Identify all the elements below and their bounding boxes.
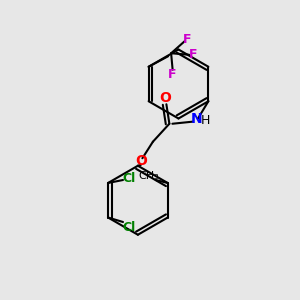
Text: H: H: [201, 114, 210, 127]
Text: O: O: [135, 154, 147, 168]
Text: F: F: [168, 68, 177, 81]
Text: N: N: [190, 112, 202, 126]
Text: CH₃: CH₃: [138, 170, 159, 181]
Text: Cl: Cl: [122, 221, 136, 234]
Text: Cl: Cl: [122, 172, 136, 185]
Text: F: F: [189, 48, 198, 61]
Text: F: F: [183, 33, 192, 46]
Text: O: O: [159, 91, 171, 105]
